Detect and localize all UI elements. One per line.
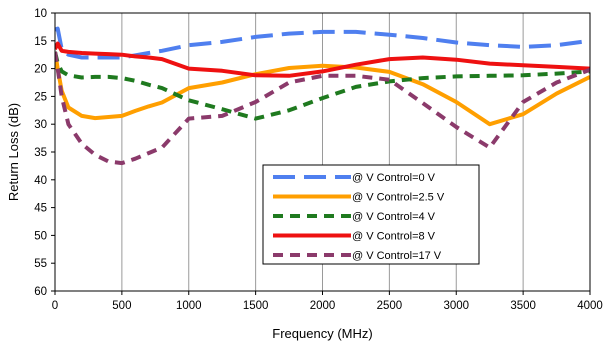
y-tick-label-35: 35: [34, 147, 47, 159]
y-tick-label-20: 20: [34, 64, 47, 76]
x-tick-label-500: 500: [112, 300, 131, 312]
series-line-0: [55, 26, 590, 60]
y-tick-label-10: 10: [34, 8, 47, 20]
x-tick-label-4000: 4000: [577, 300, 603, 312]
legend-label-4: @ V Control=17 V: [352, 250, 442, 262]
x-tick-label-0: 0: [52, 300, 58, 312]
y-axis-title: Return Loss (dB): [6, 103, 21, 201]
series-line-4: [55, 51, 590, 166]
y-tick-label-50: 50: [34, 230, 47, 242]
legend-label-2: @ V Control=4 V: [352, 211, 436, 223]
series-layer: [55, 26, 590, 166]
y-tick-labels: 10 15 20 25 30 35 40 45 50 55 60: [34, 8, 47, 298]
y-tick-label-45: 45: [34, 203, 47, 215]
y-tick-label-40: 40: [34, 175, 47, 187]
legend-label-0: @ V Control=0 V: [352, 172, 436, 184]
x-tick-labels: 0 500 1000 1500 2000 2500 3000 3500 4000: [52, 300, 603, 312]
x-tick-label-1500: 1500: [243, 300, 269, 312]
y-tick-label-60: 60: [34, 286, 47, 298]
x-tick-label-3000: 3000: [443, 300, 469, 312]
x-tick-label-3500: 3500: [510, 300, 536, 312]
y-tick-label-15: 15: [34, 36, 47, 48]
series-line-2: [55, 51, 590, 121]
axes: [51, 12, 591, 295]
y-tick-label-55: 55: [34, 258, 47, 270]
series-line-1: [55, 51, 590, 127]
x-tick-label-1000: 1000: [176, 300, 202, 312]
x-axis-title: Frequency (MHz): [272, 326, 372, 341]
legend-label-3: @ V Control=8 V: [352, 231, 436, 243]
x-tick-label-2500: 2500: [377, 300, 403, 312]
legend: @ V Control=0 V @ V Control=2.5 V @ V Cont…: [262, 164, 480, 265]
y-tick-label-25: 25: [34, 91, 47, 103]
y-tick-label-30: 30: [34, 119, 47, 131]
series-line-3: [55, 41, 590, 78]
x-tick-label-2000: 2000: [310, 300, 336, 312]
legend-label-1: @ V Control=2.5 V: [352, 192, 445, 204]
